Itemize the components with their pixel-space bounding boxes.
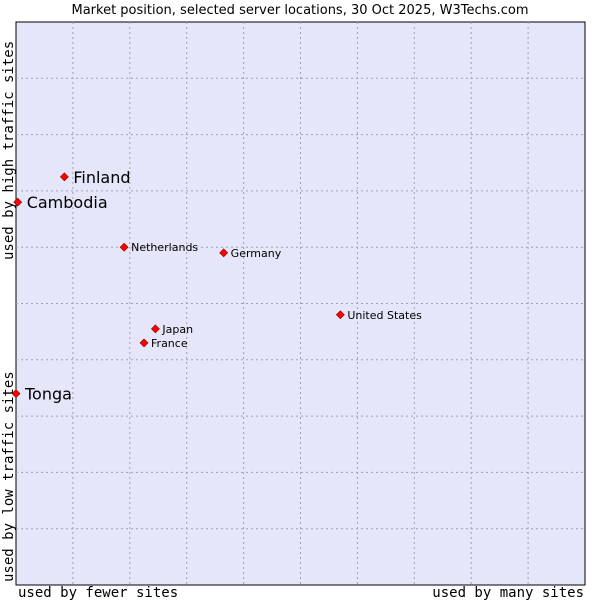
point-marker-cambodia [13,197,23,207]
point-marker-netherlands [119,242,129,252]
point-marker-finland [59,172,69,182]
point-label-finland: Finland [73,168,130,187]
point-marker-united-states [335,310,345,320]
point-marker-germany [219,248,229,258]
data-points: Finland Cambodia Netherlands Germany United … [11,168,422,404]
point-label-netherlands: Netherlands [131,241,198,254]
y-axis-label-bottom: used by low traffic sites [1,371,17,582]
point-marker-japan [150,324,160,334]
point-label-cambodia: Cambodia [27,193,108,212]
chart-title: Market position, selected server locatio… [71,3,528,18]
x-axis-label-left: used by fewer sites [18,585,178,600]
point-label-tonga: Tonga [24,385,72,404]
y-axis-label-top: used by high traffic sites [1,41,17,260]
point-marker-france [139,338,149,348]
point-marker-tonga [11,389,21,399]
point-label-united-states: United States [347,309,422,322]
x-axis-label-right: used by many sites [432,585,584,600]
grid-lines [16,22,585,585]
point-label-germany: Germany [231,247,282,260]
point-label-france: France [151,337,188,350]
point-label-japan: Japan [161,323,193,336]
